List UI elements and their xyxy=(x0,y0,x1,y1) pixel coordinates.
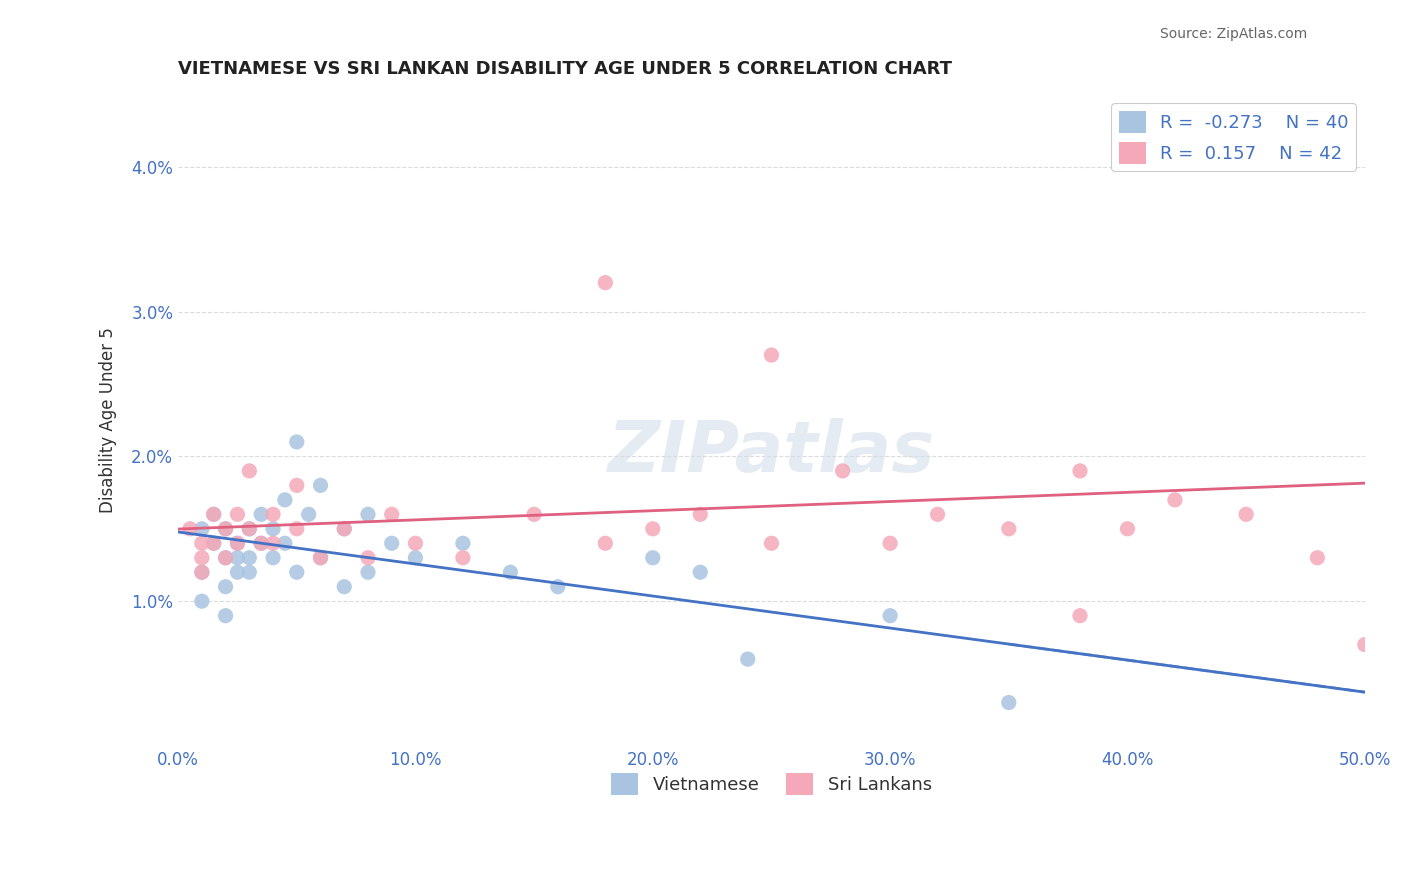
Point xyxy=(202,508,225,522)
Point xyxy=(238,522,260,536)
Point xyxy=(191,550,214,565)
Point xyxy=(927,508,949,522)
Point xyxy=(831,464,853,478)
Point xyxy=(262,536,284,550)
Point xyxy=(214,580,236,594)
Text: ZIPatlas: ZIPatlas xyxy=(607,418,935,487)
Point xyxy=(309,550,332,565)
Point xyxy=(226,566,249,580)
Point xyxy=(333,580,356,594)
Point xyxy=(191,594,214,608)
Point xyxy=(226,508,249,522)
Point xyxy=(285,522,308,536)
Point xyxy=(238,566,260,580)
Point xyxy=(285,434,308,449)
Point xyxy=(179,522,201,536)
Point xyxy=(381,508,404,522)
Point xyxy=(333,522,356,536)
Point xyxy=(404,536,426,550)
Point xyxy=(202,508,225,522)
Point xyxy=(202,536,225,550)
Point xyxy=(274,492,297,507)
Point xyxy=(689,508,711,522)
Point xyxy=(250,536,273,550)
Point xyxy=(309,478,332,492)
Point xyxy=(547,580,569,594)
Text: Source: ZipAtlas.com: Source: ZipAtlas.com xyxy=(1160,27,1308,41)
Point xyxy=(262,522,284,536)
Point xyxy=(641,522,664,536)
Point xyxy=(274,536,297,550)
Point xyxy=(641,550,664,565)
Point xyxy=(226,550,249,565)
Point xyxy=(238,522,260,536)
Point xyxy=(761,348,783,362)
Point xyxy=(285,478,308,492)
Point xyxy=(1306,550,1329,565)
Point xyxy=(595,276,617,290)
Point xyxy=(238,464,260,478)
Point xyxy=(214,522,236,536)
Point xyxy=(1354,638,1376,652)
Point xyxy=(262,550,284,565)
Point xyxy=(250,536,273,550)
Point xyxy=(191,522,214,536)
Point xyxy=(191,566,214,580)
Point xyxy=(381,536,404,550)
Point xyxy=(226,536,249,550)
Point xyxy=(309,550,332,565)
Point xyxy=(202,536,225,550)
Point xyxy=(262,508,284,522)
Point xyxy=(1069,608,1091,623)
Point xyxy=(404,550,426,565)
Point xyxy=(879,608,901,623)
Legend: Vietnamese, Sri Lankans: Vietnamese, Sri Lankans xyxy=(603,765,939,802)
Point xyxy=(214,550,236,565)
Point xyxy=(285,566,308,580)
Point xyxy=(298,508,321,522)
Point xyxy=(1069,464,1091,478)
Point xyxy=(357,550,380,565)
Point xyxy=(191,566,214,580)
Y-axis label: Disability Age Under 5: Disability Age Under 5 xyxy=(100,327,117,513)
Point xyxy=(737,652,759,666)
Point xyxy=(879,536,901,550)
Point xyxy=(357,508,380,522)
Point xyxy=(191,536,214,550)
Point xyxy=(997,696,1019,710)
Point xyxy=(214,550,236,565)
Point xyxy=(214,522,236,536)
Point xyxy=(357,566,380,580)
Point xyxy=(595,536,617,550)
Point xyxy=(451,536,474,550)
Point xyxy=(689,566,711,580)
Point xyxy=(451,550,474,565)
Point xyxy=(523,508,546,522)
Point xyxy=(997,522,1019,536)
Point xyxy=(1116,522,1139,536)
Point xyxy=(250,508,273,522)
Point xyxy=(1164,492,1187,507)
Point xyxy=(226,536,249,550)
Point xyxy=(761,536,783,550)
Point xyxy=(1234,508,1257,522)
Point xyxy=(214,608,236,623)
Point xyxy=(238,550,260,565)
Point xyxy=(499,566,522,580)
Point xyxy=(333,522,356,536)
Point xyxy=(1164,116,1187,130)
Text: VIETNAMESE VS SRI LANKAN DISABILITY AGE UNDER 5 CORRELATION CHART: VIETNAMESE VS SRI LANKAN DISABILITY AGE … xyxy=(179,60,952,78)
